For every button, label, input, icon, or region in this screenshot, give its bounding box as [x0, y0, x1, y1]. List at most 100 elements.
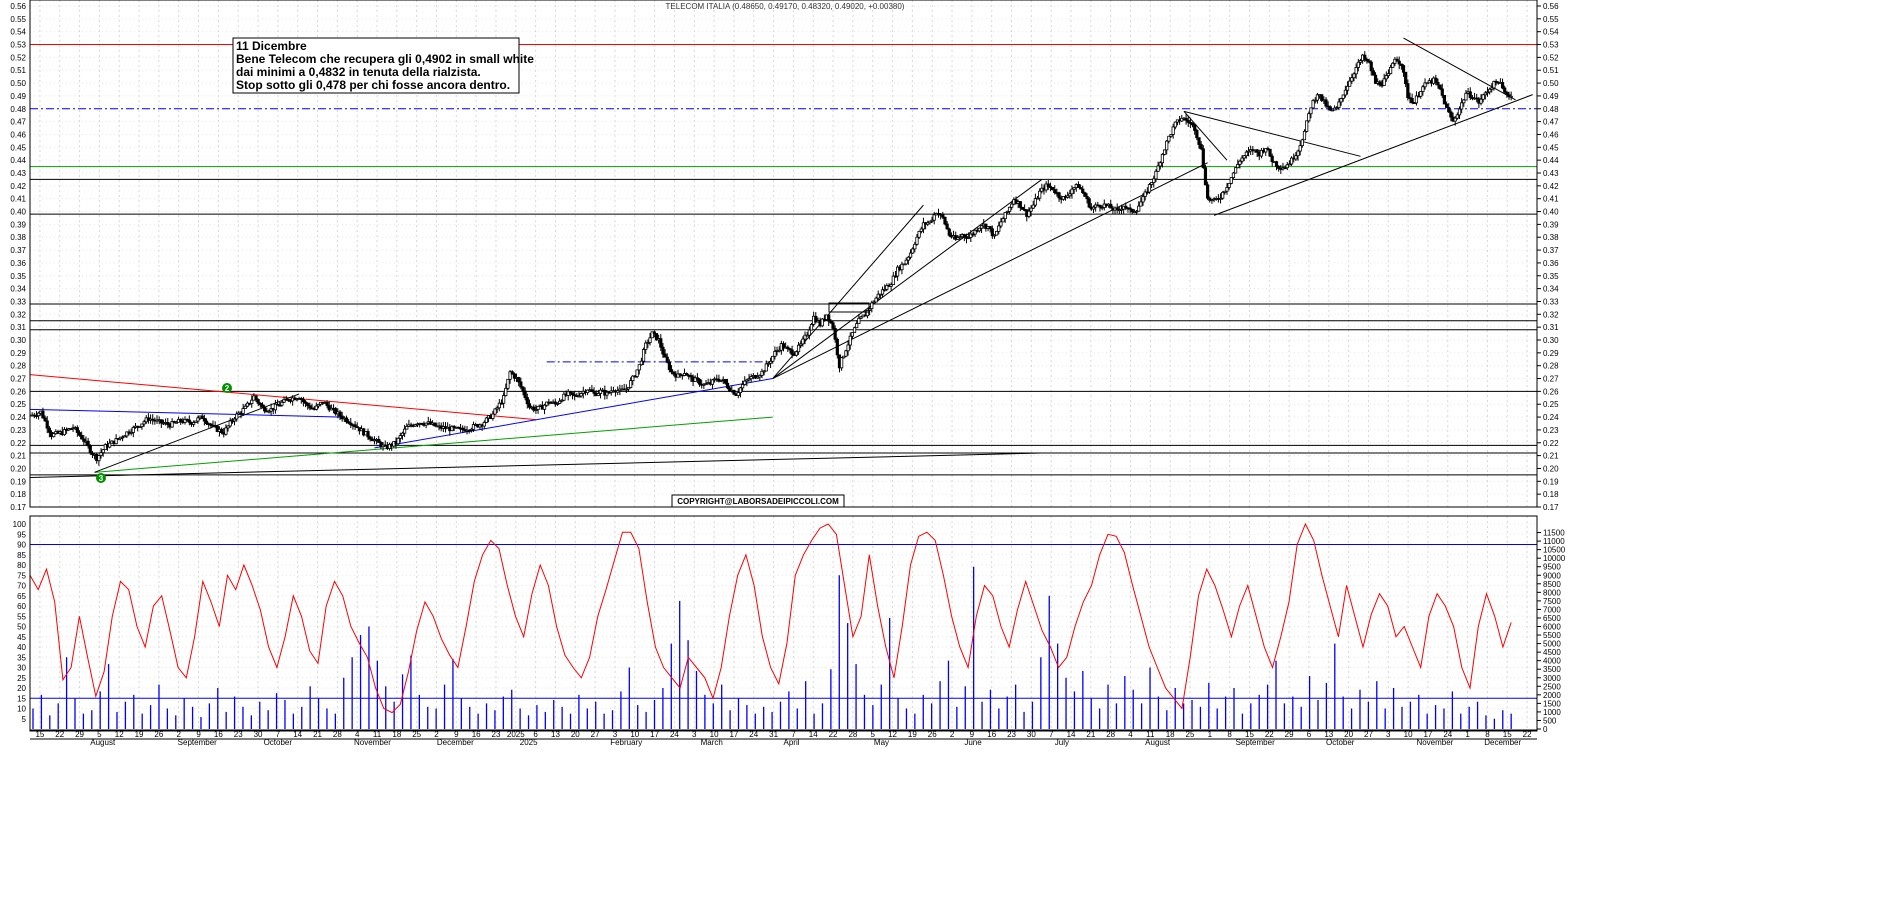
candle-body	[1369, 61, 1373, 72]
candle-body	[338, 411, 342, 417]
price-tick-left: 0.32	[10, 310, 26, 319]
candle-body	[123, 435, 127, 438]
x-day-tick: 22	[1523, 730, 1532, 739]
candle-body	[86, 440, 90, 447]
x-month-label: November	[354, 738, 391, 747]
candle-body	[1492, 80, 1496, 89]
volume-tick: 8500	[1543, 580, 1561, 589]
x-day-tick: 3	[1386, 730, 1391, 739]
candle-body	[973, 229, 977, 235]
candle-body	[1320, 94, 1324, 101]
candle-body	[398, 435, 402, 439]
candle-body	[491, 413, 495, 419]
candle-body	[316, 403, 321, 407]
candle-body	[904, 259, 908, 265]
candle-body	[461, 427, 465, 430]
candle-body	[314, 405, 318, 410]
x-day-tick: 28	[333, 730, 342, 739]
candle-body	[209, 423, 213, 426]
candle-body	[796, 344, 801, 353]
candle-body	[534, 409, 538, 411]
candle-body	[781, 343, 786, 349]
candle-body	[183, 418, 187, 423]
volume-tick: 4500	[1543, 648, 1561, 657]
candle-body	[433, 422, 437, 427]
candle-body	[1268, 148, 1272, 157]
candle-body	[562, 393, 566, 401]
oscillator-tick: 10	[17, 705, 26, 714]
price-tick-left: 0.34	[10, 285, 26, 294]
candle-body	[629, 380, 633, 388]
candle-body	[1373, 74, 1378, 84]
candle-body	[560, 399, 564, 402]
candle-body	[1218, 197, 1223, 200]
candle-body	[1481, 94, 1485, 100]
candle-body	[685, 373, 689, 376]
price-tick-left: 0.47	[10, 118, 26, 127]
candle-body	[1339, 98, 1343, 103]
x-day-tick: 28	[848, 730, 857, 739]
candle-body	[97, 455, 101, 462]
candle-body	[200, 415, 204, 419]
candle-body	[1309, 107, 1313, 115]
candle-body	[697, 378, 702, 385]
candle-body	[1442, 94, 1447, 105]
x-day-tick: 20	[1344, 730, 1353, 739]
volume-tick: 11500	[1543, 529, 1565, 538]
candle-body	[1027, 210, 1031, 217]
price-axis-left: 0.56 0.55 0.54 0.53 0.52 0.51 0.50 0.49 0.48 0.47…	[10, 2, 26, 512]
candle-body	[814, 315, 818, 323]
candle-body	[723, 379, 727, 384]
oscillator-series	[29, 522, 1512, 714]
x-month-label: December	[437, 738, 474, 747]
candle-body	[1038, 190, 1042, 199]
candle-body	[1098, 204, 1102, 208]
candle-body	[553, 401, 557, 405]
candle-body	[689, 375, 693, 378]
x-month-label: June	[964, 738, 982, 747]
candle-body	[497, 402, 501, 409]
trendline	[772, 162, 1208, 379]
price-tick-left: 0.21	[10, 452, 26, 461]
candle-body	[1285, 164, 1289, 169]
candle-body	[868, 308, 872, 311]
price-tick-left: 0.49	[10, 92, 26, 101]
candle-body	[596, 393, 600, 396]
candle-body	[704, 383, 708, 386]
candle-body	[1190, 122, 1195, 126]
candle-body	[88, 445, 92, 454]
candle-body	[840, 357, 844, 369]
x-month-label: September	[178, 738, 217, 747]
x-day-tick: 26	[154, 730, 163, 739]
candle-body	[971, 233, 975, 236]
candle-body	[1460, 102, 1464, 110]
candle-body	[710, 379, 715, 385]
volume-tick: 7500	[1543, 597, 1561, 606]
candle-body	[224, 427, 228, 435]
candle-body	[1395, 58, 1399, 62]
price-tick-right: 0.53	[1543, 41, 1559, 50]
candle-body	[1399, 63, 1403, 66]
candle-body	[1221, 191, 1225, 199]
candle-body	[605, 391, 609, 396]
price-axis-right: 0.56 0.55 0.54 0.53 0.52 0.51 0.50 0.49 0.48 0.47…	[1537, 2, 1559, 512]
candle-body	[1076, 184, 1081, 188]
volume-tick: 6000	[1543, 623, 1561, 632]
candle-body	[855, 323, 859, 329]
candle-body	[921, 222, 926, 230]
price-tick-left: 0.46	[10, 130, 26, 139]
volume-tick: 5000	[1543, 640, 1561, 649]
volume-tick: 11000	[1543, 537, 1565, 546]
candle-body	[794, 351, 799, 356]
candle-body	[1389, 67, 1393, 75]
candle-body	[108, 442, 112, 448]
x-day-tick: 9	[454, 730, 459, 739]
candle-body	[579, 393, 583, 397]
price-tick-right: 0.37	[1543, 246, 1559, 255]
x-month-label: October	[264, 738, 293, 747]
candle-body	[646, 342, 650, 344]
candle-body	[1302, 130, 1307, 141]
candle-body	[1197, 137, 1201, 145]
price-tick-right: 0.28	[1543, 362, 1559, 371]
candle-body	[844, 350, 848, 357]
